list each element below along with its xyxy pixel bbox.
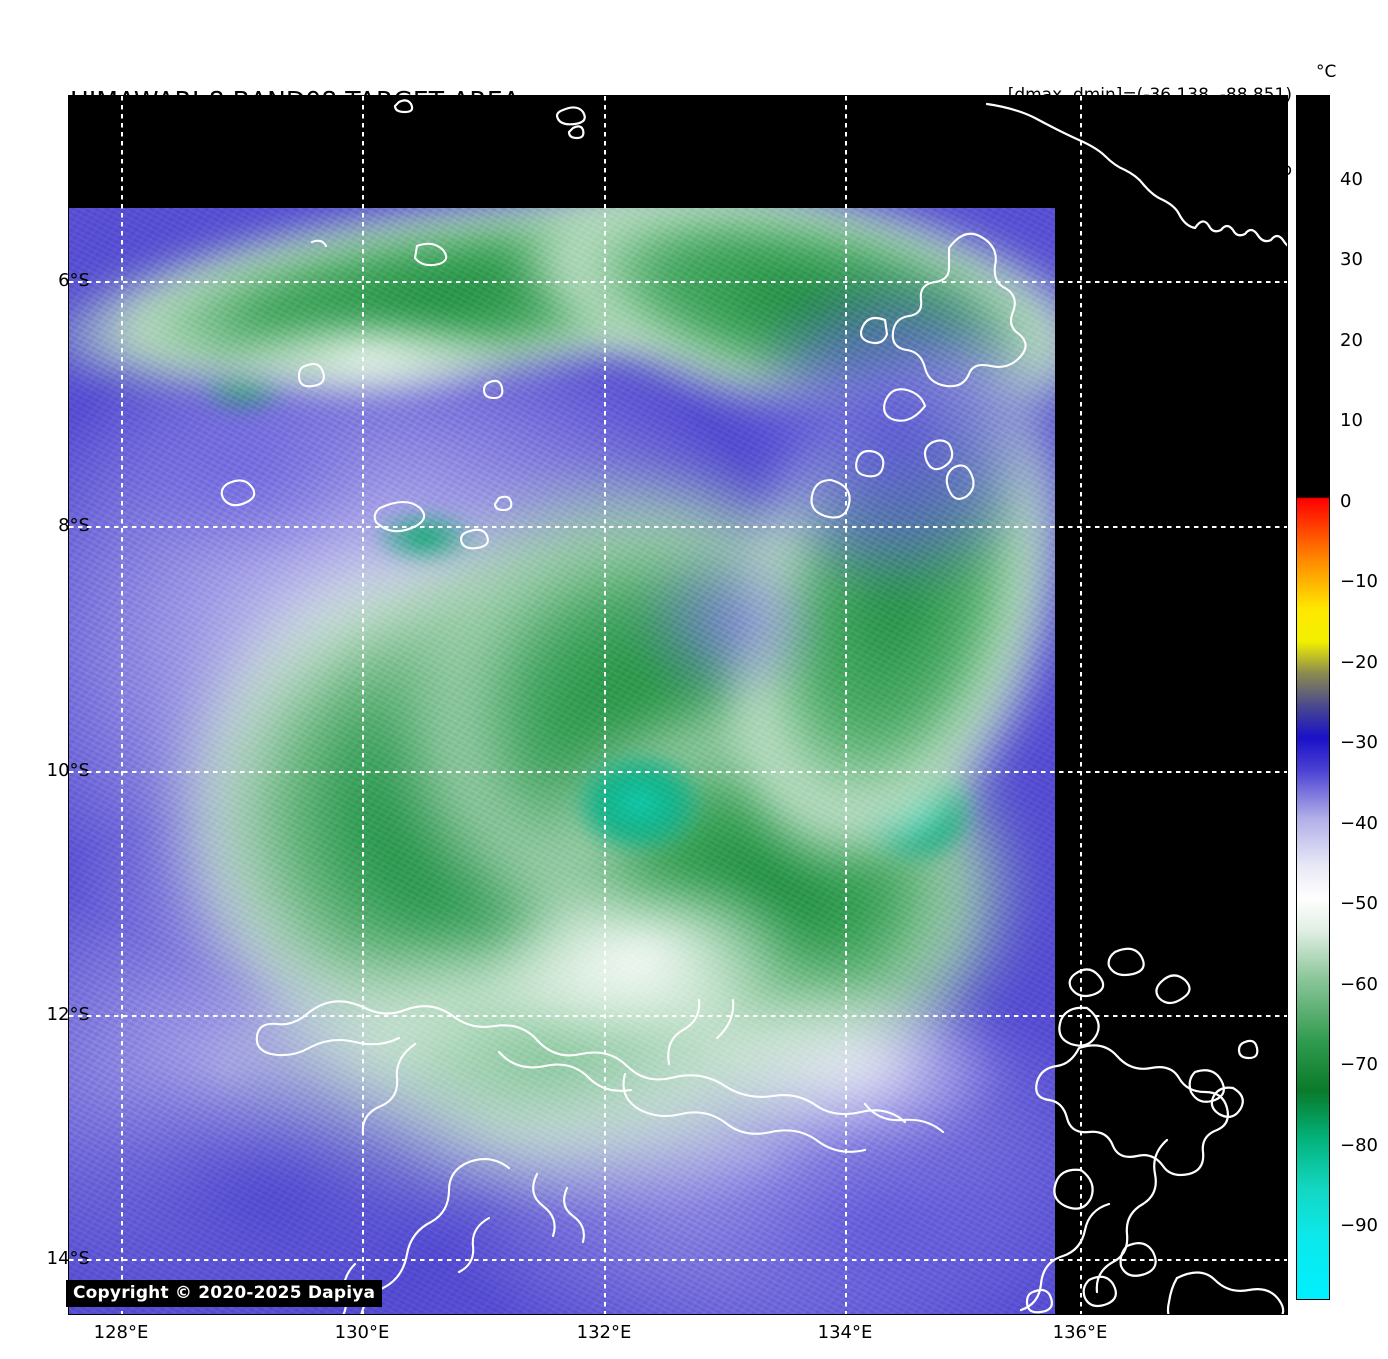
ytick-label: 6°S: [58, 270, 90, 291]
xtick-label: 136°E: [1052, 1322, 1108, 1343]
copyright-watermark: Copyright © 2020-2025 Dapiya: [66, 1280, 383, 1307]
gridline-lon-128: [121, 96, 123, 1314]
gridline-lon-130: [362, 96, 364, 1314]
gridline-lat-6: [69, 281, 1287, 283]
xtick-label: 134°E: [817, 1322, 873, 1343]
colorbar-tick-label: 20: [1340, 330, 1363, 351]
ytick-label: 12°S: [46, 1004, 90, 1025]
colorbar-tick-label: −70: [1340, 1054, 1378, 1075]
colorbar-tick-label: −40: [1340, 813, 1378, 834]
ytick-label: 10°S: [46, 760, 90, 781]
colorbar-tick-label: −80: [1340, 1135, 1378, 1156]
colorbar-tick-label: 10: [1340, 410, 1363, 431]
colorbar-tick-label: −20: [1340, 652, 1378, 673]
colorbar-tick-label: 30: [1340, 249, 1363, 270]
gridline-layer: [69, 96, 1287, 1314]
coastline-overlay-nodata: [393, 99, 1287, 1314]
colorbar-tick-label: 40: [1340, 169, 1363, 190]
colorbar-tick-label: −30: [1340, 732, 1378, 753]
colorbar-tick-label: −60: [1340, 974, 1378, 995]
coastline-overlay-data: [220, 232, 1027, 1314]
gridline-lat-10: [69, 771, 1287, 773]
cold-top-center: [569, 748, 709, 858]
colorbar-gradient: [1296, 95, 1330, 1300]
satellite-raster: [69, 208, 1055, 1314]
gridline-lon-134: [845, 96, 847, 1314]
colorbar-tick-label: −90: [1340, 1215, 1378, 1236]
ytick-label: 8°S: [58, 515, 90, 536]
gridline-lon-132: [604, 96, 606, 1314]
plot-inner: [69, 96, 1287, 1314]
colorbar-tick-label: −10: [1340, 571, 1378, 592]
colorbar-tick-label: 0: [1340, 491, 1352, 512]
dry-slot-ne: [729, 268, 1055, 598]
dry-slot-center-e: [629, 538, 829, 708]
gridline-lat-8: [69, 526, 1287, 528]
xtick-label: 128°E: [93, 1322, 149, 1343]
gridline-lon-136: [1080, 96, 1082, 1314]
colorbar[interactable]: [1296, 95, 1330, 1300]
gridline-lat-14: [69, 1259, 1287, 1261]
dry-slot-sw: [69, 1048, 529, 1314]
gridline-lat-12: [69, 1015, 1287, 1017]
colorbar-tick-label: −50: [1340, 893, 1378, 914]
xtick-label: 130°E: [334, 1322, 390, 1343]
satellite-plot[interactable]: [68, 95, 1288, 1315]
colorbar-unit-label: °C: [1316, 62, 1337, 82]
ytick-label: 14°S: [46, 1248, 90, 1269]
xtick-label: 132°E: [576, 1322, 632, 1343]
